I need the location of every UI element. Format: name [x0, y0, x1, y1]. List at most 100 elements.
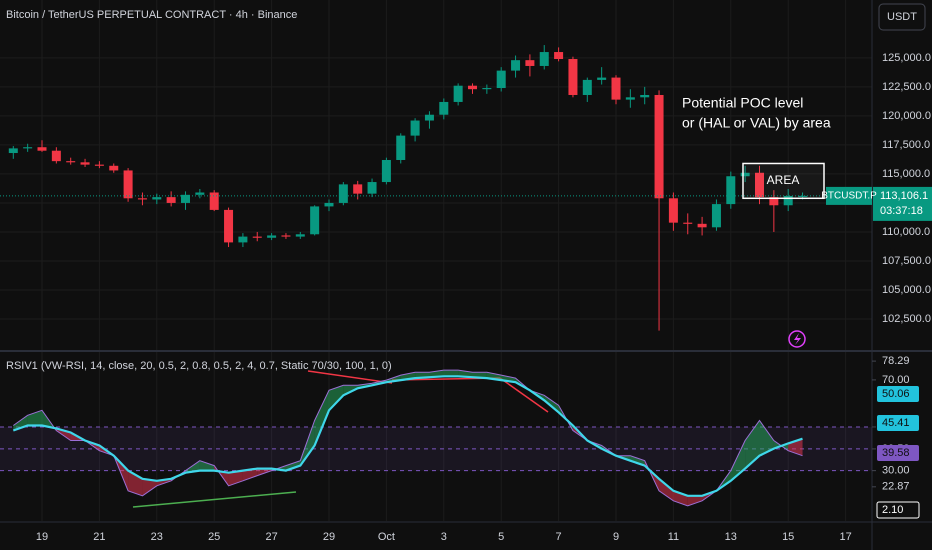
- candle-body: [640, 94, 650, 98]
- symbol-badge: [826, 186, 872, 205]
- candle-body: [338, 184, 348, 203]
- candle-body: [468, 85, 477, 90]
- candle-body: [23, 147, 33, 149]
- alert-icon[interactable]: [788, 330, 806, 348]
- fill-segment: [285, 460, 301, 471]
- last-price-label: 113,106.1: [880, 190, 928, 202]
- candle-body: [109, 165, 119, 171]
- fill-segment: [745, 420, 760, 469]
- candle-body: [252, 236, 262, 238]
- candle-body: [281, 235, 291, 237]
- candle-body: [353, 184, 363, 194]
- alert-icon-bolt: [794, 333, 801, 345]
- x-tick-label: 23: [151, 531, 163, 543]
- fill-segment: [630, 455, 645, 466]
- indicator-title: RSIV1 (VW-RSI, 14, close, 20, 0.5, 2, 0.…: [6, 360, 392, 372]
- y-tick-label: 125,000.0: [882, 52, 931, 64]
- signal-line: [12, 375, 803, 497]
- x-tick-label: 15: [782, 531, 794, 543]
- candle-body: [94, 164, 104, 166]
- fill-segment: [242, 468, 258, 481]
- fill-segment: [329, 385, 344, 411]
- annotation: or (HAL or VAL) by area: [682, 115, 831, 131]
- candle-body: [683, 222, 693, 224]
- candle-body: [295, 234, 305, 237]
- candle-body: [324, 202, 334, 207]
- candle-body: [511, 60, 521, 71]
- candle-body: [310, 206, 320, 235]
- currency-label[interactable]: USDT: [887, 11, 917, 23]
- divergence-line: [132, 491, 297, 508]
- candle-body: [769, 197, 779, 206]
- y-tick-label: 107,500.0: [882, 255, 931, 267]
- x-tick-label: 21: [93, 531, 105, 543]
- y-tick-label: 105,000.0: [882, 284, 931, 296]
- candle-body: [181, 194, 190, 203]
- y-tick-label: 30.00: [882, 465, 910, 477]
- candle-body: [568, 59, 578, 95]
- candle-body: [439, 101, 449, 115]
- last-price-badge: [873, 186, 932, 221]
- candle-body: [424, 114, 434, 121]
- value-badge-label: 2.10: [882, 504, 903, 516]
- x-tick-label: 27: [265, 531, 277, 543]
- value-badge: [877, 415, 919, 431]
- fill-segment: [199, 460, 215, 471]
- x-tick-label: 7: [556, 531, 562, 543]
- candle-body: [51, 150, 61, 162]
- value-badge-label: 45.41: [882, 417, 910, 429]
- candle-body: [496, 70, 506, 89]
- rsi-line: [13, 369, 803, 507]
- annotation: Potential POC level: [682, 95, 803, 111]
- candle-body: [267, 235, 277, 238]
- candle-body: [396, 135, 406, 160]
- candle-body: [137, 198, 147, 200]
- divergence-line: [307, 370, 393, 384]
- x-tick-label: 19: [36, 531, 48, 543]
- y-tick-label: 122,500.0: [882, 81, 931, 93]
- candle-body: [668, 198, 678, 223]
- symbol-label: BTCUSDT.P: [821, 191, 877, 202]
- candle-body: [539, 52, 549, 66]
- area-box: [742, 162, 825, 200]
- fill-segment: [759, 420, 774, 456]
- candle-body: [166, 197, 176, 203]
- candle-body: [783, 195, 793, 206]
- candle-body: [711, 204, 721, 228]
- candle-body: [80, 162, 90, 165]
- y-tick-label: 22.87: [882, 481, 910, 493]
- candle-body: [740, 172, 750, 177]
- candle-body: [611, 77, 621, 100]
- y-tick-label: 120,000.0: [882, 110, 931, 122]
- candle-body: [625, 97, 635, 100]
- candle-body: [697, 223, 707, 228]
- fill-segment: [443, 370, 459, 377]
- chart-title: Bitcoin / TetherUS PERPETUAL CONTRACT · …: [6, 9, 297, 21]
- candle-body: [597, 77, 607, 80]
- candle-body: [798, 195, 808, 197]
- x-tick-label: Oct: [378, 531, 395, 543]
- x-tick-label: 5: [498, 531, 504, 543]
- candle-body: [224, 209, 234, 243]
- candle-body: [238, 236, 248, 243]
- value-badge: [876, 501, 920, 519]
- candle-body: [482, 88, 492, 90]
- x-tick-label: 17: [839, 531, 851, 543]
- x-tick-label: 3: [441, 531, 447, 543]
- candle-body: [554, 52, 564, 60]
- candle-body: [525, 60, 535, 66]
- candle-body: [453, 85, 463, 102]
- fill-segment: [142, 478, 157, 496]
- y-tick-label: 117,500.0: [882, 139, 930, 151]
- area-label: AREA: [767, 173, 800, 187]
- candle-body: [367, 182, 377, 194]
- x-tick-label: 25: [208, 531, 220, 543]
- value-badge-label: 50.06: [882, 388, 910, 400]
- fill-segment: [314, 390, 329, 446]
- currency-button[interactable]: [878, 3, 926, 31]
- y-tick-label: 110,000.0: [882, 226, 930, 238]
- candle-body: [582, 79, 592, 95]
